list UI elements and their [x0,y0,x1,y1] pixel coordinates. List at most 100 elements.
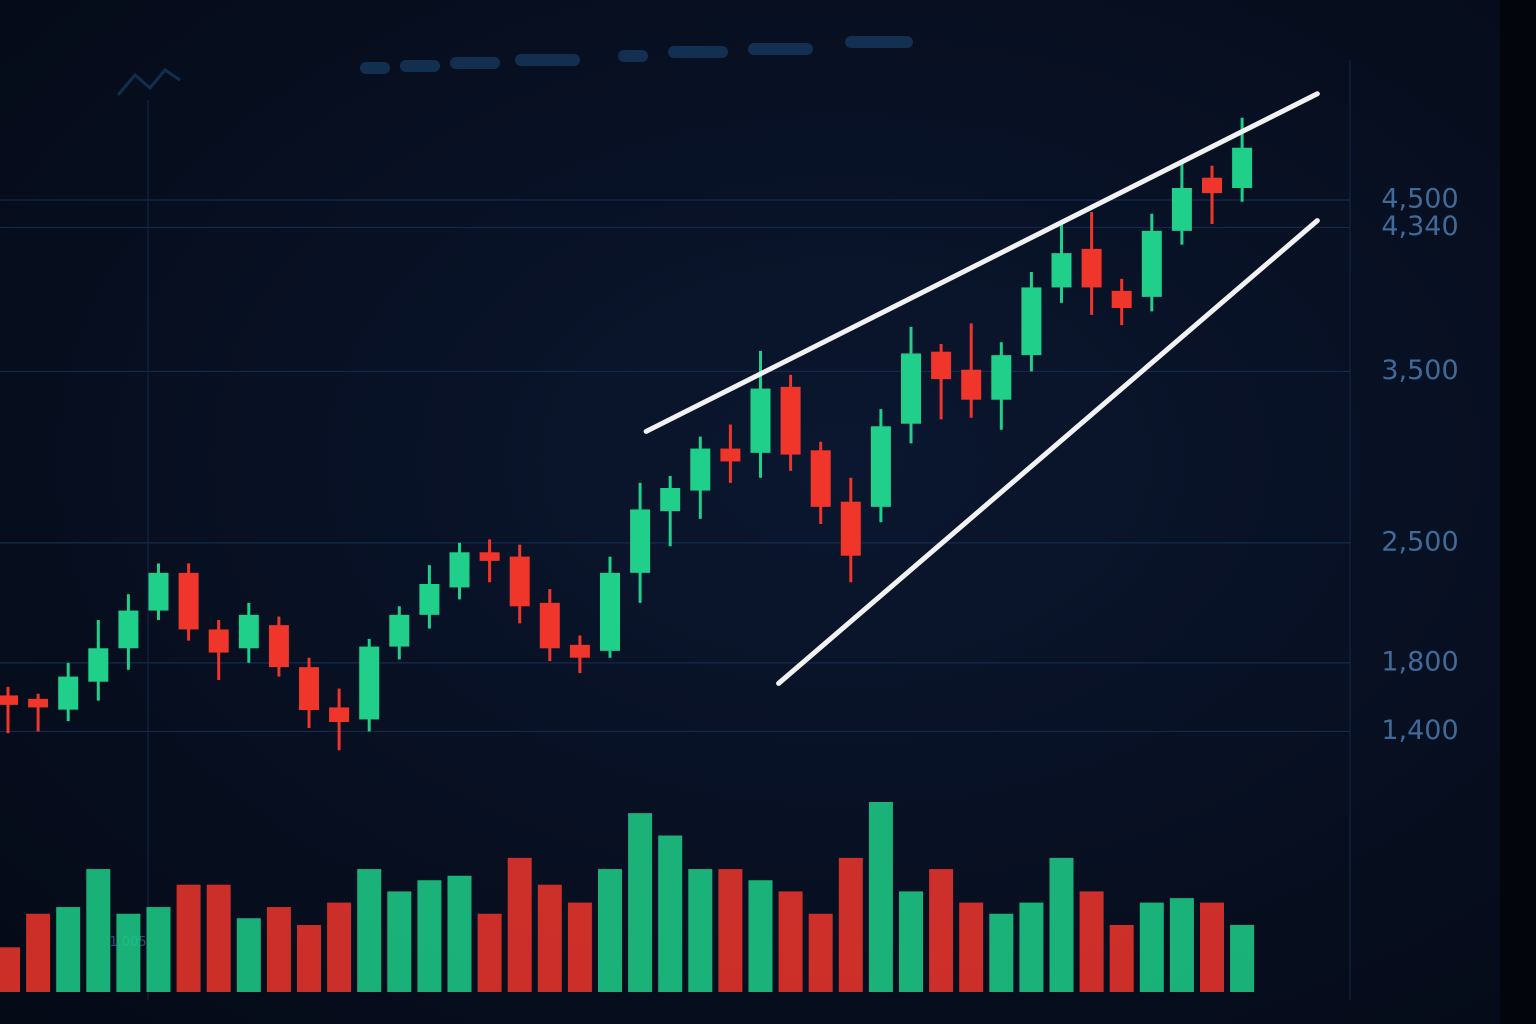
trendline [643,91,1320,434]
candle-body [1171,188,1192,231]
candle-body [600,572,620,651]
candle-body [359,646,380,720]
volume-bar [357,869,382,992]
volume-bar [658,835,683,992]
volume-bar [86,869,111,992]
volume-bar [1109,924,1134,992]
candle-body [148,572,169,611]
y-tick-label: 2,500 [1381,526,1458,557]
candle-body [0,695,18,705]
volume-bar [0,947,20,992]
candle-body [961,369,982,400]
volume-bar [236,918,261,992]
y-tick-label: 4,340 [1381,211,1458,242]
candle-body [630,509,651,573]
volume-bar [628,813,653,992]
volume-bar [718,869,743,992]
y-tick-label: 1,400 [1381,715,1458,746]
candle-body [58,676,79,710]
toolbar-item [360,62,390,74]
toolbar-icon [116,68,181,96]
volume-bar [387,891,412,992]
volume-bar [146,907,171,992]
candle-body [870,426,891,507]
volume-bar [447,875,472,992]
volume-bar [1230,924,1255,992]
candle-body [88,648,109,682]
toolbar-item [400,60,440,72]
volume-bar [266,907,291,992]
toolbar-item [845,36,913,48]
volume-bar [1079,891,1104,992]
volume-bar [838,857,863,992]
toolbar-item [668,46,728,58]
candle-body [569,644,590,658]
candle-body [449,552,470,588]
volume-bar [567,902,592,992]
volume-bar [868,802,893,992]
candle-body [178,572,199,630]
volume-bar [417,880,442,992]
candle-body [690,448,711,491]
volume-bar [1019,902,1044,992]
volume-bar [477,913,502,992]
candle-body [509,556,530,607]
candle-body [419,584,440,615]
toolbar-item [515,54,580,66]
candle-body [1232,147,1253,188]
volume-bar [507,857,532,992]
volume-bar [748,880,773,992]
candle-body [1141,230,1162,297]
candle-body [750,388,771,453]
volume-bar [1169,898,1194,992]
volume-bar [688,869,713,992]
volume-bar [1200,902,1224,992]
trendline [776,218,1320,686]
volume-bar [116,913,141,992]
screen-bezel [1500,0,1536,1024]
volume-bar [206,884,231,992]
candle-body [238,614,259,649]
volume-bar [537,884,562,992]
candle-body [329,707,350,722]
candle-body [810,450,831,507]
candle-body [840,501,861,556]
candle-body [1021,287,1042,356]
volume-bar [327,902,352,992]
y-tick-label: 1,800 [1381,646,1458,677]
candle-body [901,353,921,424]
volume-bar [989,913,1014,992]
volume-bar [176,884,201,992]
volume-bar [1049,857,1074,992]
candle-body [931,351,952,380]
volume-bar [598,869,622,992]
toolbar-item [618,50,648,62]
volume-bar [808,913,833,992]
volume-bar [959,902,984,992]
candle-body [208,629,229,653]
candle-body [1202,177,1222,194]
candle-body [389,614,410,647]
candle-body [780,386,801,455]
volume-bar [778,891,803,992]
candle-body [268,625,289,668]
candle-body [118,610,139,649]
toolbar [116,36,913,96]
y-tick-label: 3,500 [1381,355,1458,386]
candle-body [299,667,319,710]
candle-body [720,448,741,462]
toolbar-item [450,57,500,69]
candle-body [660,488,681,512]
volume-bar [26,913,51,992]
volume-bar [297,924,321,992]
volume-bar [56,907,81,992]
volume-bar [929,869,954,992]
volume-bar [1139,902,1164,992]
candle-body [479,552,500,561]
candle-body [991,355,1012,400]
candle-body [539,602,560,649]
volume-bar [899,891,923,992]
candle-body [1111,290,1132,308]
candle-body [1051,253,1072,288]
